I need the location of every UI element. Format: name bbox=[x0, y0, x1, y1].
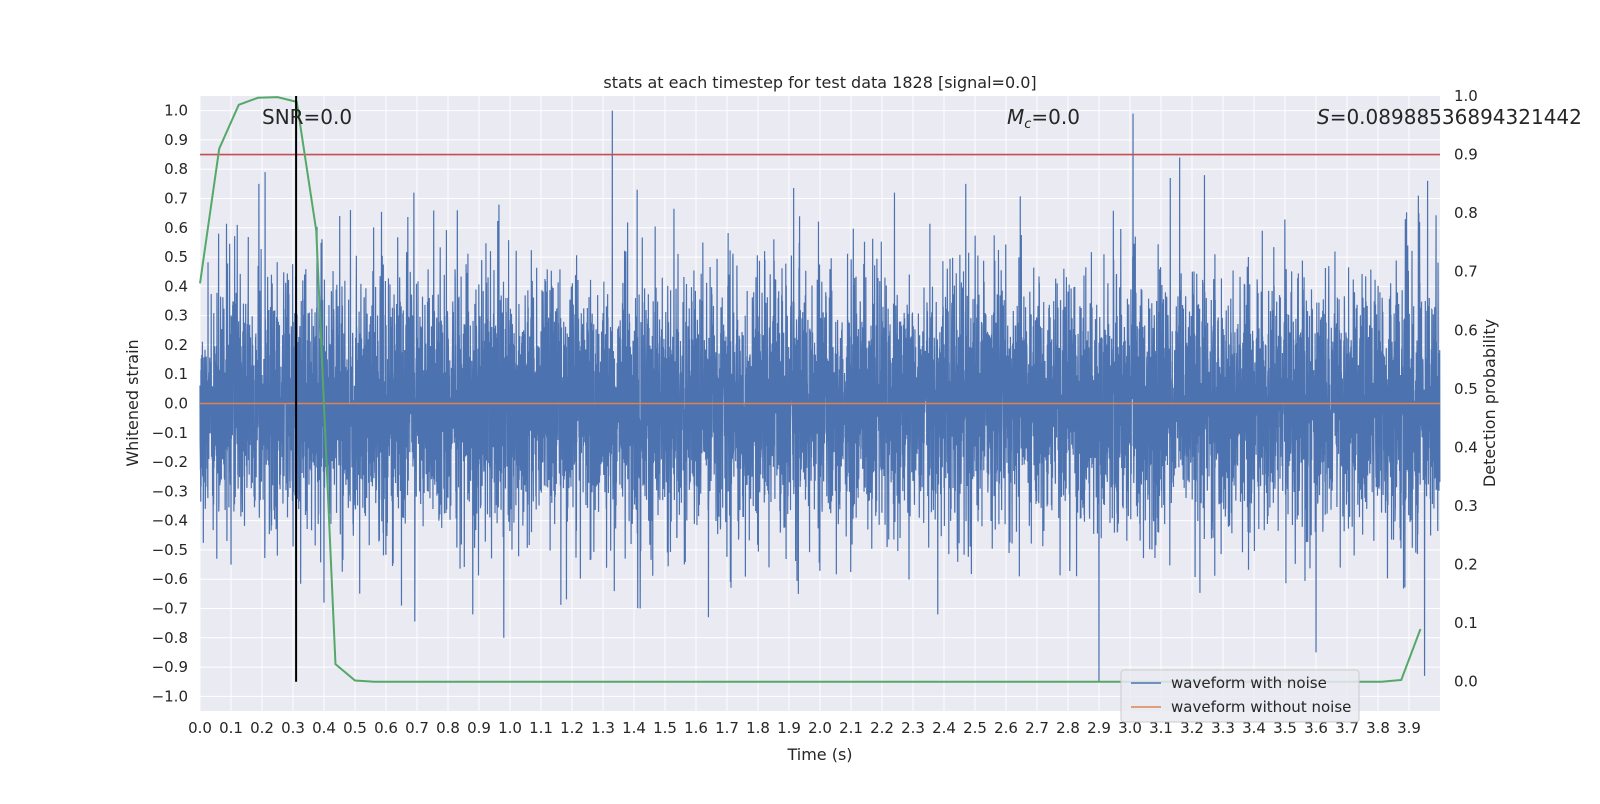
x-tick-label: 0.5 bbox=[343, 719, 367, 737]
x-tick-label: 3.7 bbox=[1335, 719, 1359, 737]
y-tick-label-left: 0.1 bbox=[164, 365, 188, 383]
y-tick-label-right: 1.0 bbox=[1454, 87, 1478, 105]
x-tick-label: 1.1 bbox=[529, 719, 553, 737]
y-tick-label-left: 0.0 bbox=[164, 395, 188, 413]
mc-value: =0.0 bbox=[1031, 105, 1080, 129]
snr-annotation: SNR=0.0 bbox=[262, 105, 352, 129]
y-tick-label-left: 0.2 bbox=[164, 336, 188, 354]
x-tick-labels: 0.0 0.1 0.2 0.3 0.4 0.5 0.6 0.7 0.8 0.9 1.0 1.1 1.2 1… bbox=[188, 719, 1421, 737]
y-tick-label-left: −0.9 bbox=[152, 658, 188, 676]
y-axis-label-left: Whitened strain bbox=[123, 339, 142, 466]
x-tick-label: 2.0 bbox=[808, 719, 832, 737]
x-axis-label: Time (s) bbox=[786, 745, 852, 764]
y-tick-label-left: 0.6 bbox=[164, 219, 188, 237]
y-tick-label-right: 0.0 bbox=[1454, 673, 1478, 691]
x-tick-label: 3.0 bbox=[1118, 719, 1142, 737]
series-detection-probability bbox=[199, 96, 1422, 683]
y-tick-label-left: −0.3 bbox=[152, 482, 188, 500]
x-tick-label: 1.3 bbox=[591, 719, 615, 737]
x-tick-label: 2.6 bbox=[994, 719, 1018, 737]
y-tick-label-right: 0.8 bbox=[1454, 204, 1478, 222]
y-tick-label-left: 0.3 bbox=[164, 307, 188, 325]
x-tick-label: 3.8 bbox=[1366, 719, 1390, 737]
y-tick-labels-right: 1.0 0.9 0.8 0.7 0.6 0.5 0.4 0.3 0.2 0.1 0.0 bbox=[1454, 87, 1478, 691]
y-tick-label-left: 1.0 bbox=[164, 102, 188, 120]
y-tick-label-left: 0.8 bbox=[164, 160, 188, 178]
x-tick-label: 1.6 bbox=[684, 719, 708, 737]
y-tick-label-left: −0.5 bbox=[152, 541, 188, 559]
y-tick-label-left: −1.0 bbox=[152, 687, 188, 705]
x-tick-label: 1.5 bbox=[653, 719, 677, 737]
x-tick-label: 2.7 bbox=[1025, 719, 1049, 737]
y-tick-label-right: 0.7 bbox=[1454, 263, 1478, 281]
x-tick-label: 1.2 bbox=[560, 719, 584, 737]
x-tick-label: 0.2 bbox=[250, 719, 274, 737]
x-tick-label: 0.3 bbox=[281, 719, 305, 737]
mc-subscript: c bbox=[1024, 117, 1031, 132]
y-tick-label-right: 0.5 bbox=[1454, 380, 1478, 398]
y-tick-label-right: 0.9 bbox=[1454, 146, 1478, 164]
legend-box bbox=[1120, 669, 1360, 723]
s-symbol: S bbox=[1317, 105, 1330, 129]
y-tick-label-right: 0.4 bbox=[1454, 438, 1478, 456]
s-value: =0.0898853689432144​2 bbox=[1330, 105, 1582, 129]
legend-label-clean: waveform without noise bbox=[1171, 698, 1351, 716]
x-tick-label: 0.1 bbox=[219, 719, 243, 737]
x-tick-label: 0.4 bbox=[312, 719, 336, 737]
x-tick-label: 2.4 bbox=[932, 719, 956, 737]
x-tick-label: 2.3 bbox=[901, 719, 925, 737]
x-tick-label: 0.9 bbox=[467, 719, 491, 737]
x-tick-label: 1.0 bbox=[498, 719, 522, 737]
x-tick-label: 2.1 bbox=[839, 719, 863, 737]
x-tick-label: 1.8 bbox=[746, 719, 770, 737]
y-tick-label-left: 0.9 bbox=[164, 131, 188, 149]
s-annotation: S=0.0898853689432144​2 bbox=[1317, 105, 1582, 129]
x-tick-label: 3.4 bbox=[1242, 719, 1266, 737]
y-tick-label-left: −0.4 bbox=[152, 512, 188, 530]
chart-title: stats at each timestep for test data 182… bbox=[603, 73, 1036, 92]
y-tick-label-left: 0.4 bbox=[164, 277, 188, 295]
x-tick-label: 3.1 bbox=[1149, 719, 1173, 737]
y-axis-label-right: Detection probability bbox=[1480, 319, 1499, 487]
data-layer bbox=[199, 96, 1441, 683]
y-tick-label-left: 0.7 bbox=[164, 190, 188, 208]
y-tick-label-left: −0.2 bbox=[152, 453, 188, 471]
mc-annotation: Mc=0.0 bbox=[1007, 105, 1080, 132]
x-tick-label: 0.6 bbox=[374, 719, 398, 737]
x-tick-label: 3.3 bbox=[1211, 719, 1235, 737]
y-tick-label-right: 0.2 bbox=[1454, 556, 1478, 574]
x-tick-label: 3.2 bbox=[1180, 719, 1204, 737]
y-tick-label-right: 0.3 bbox=[1454, 497, 1478, 515]
x-tick-label: 3.5 bbox=[1273, 719, 1297, 737]
y-tick-label-right: 0.1 bbox=[1454, 614, 1478, 632]
y-tick-label-left: −0.1 bbox=[152, 424, 188, 442]
y-tick-label-left: −0.8 bbox=[152, 629, 188, 647]
x-tick-label: 1.7 bbox=[715, 719, 739, 737]
x-tick-label: 3.9 bbox=[1397, 719, 1421, 737]
y-tick-label-left: −0.7 bbox=[152, 600, 188, 618]
legend-label-noise: waveform with noise bbox=[1171, 674, 1327, 692]
series-waveform-with-noise bbox=[199, 110, 1441, 682]
x-tick-label: 2.8 bbox=[1056, 719, 1080, 737]
y-tick-label-left: −0.6 bbox=[152, 570, 188, 588]
x-tick-label: 0.0 bbox=[188, 719, 212, 737]
x-tick-label: 3.6 bbox=[1304, 719, 1328, 737]
x-tick-label: 1.9 bbox=[777, 719, 801, 737]
y-tick-label-right: 0.6 bbox=[1454, 321, 1478, 339]
x-tick-label: 2.5 bbox=[963, 719, 987, 737]
x-tick-label: 0.7 bbox=[405, 719, 429, 737]
legend: waveform with noise waveform without noi… bbox=[1120, 669, 1360, 723]
mc-symbol: M bbox=[1007, 105, 1024, 129]
x-tick-label: 1.4 bbox=[622, 719, 646, 737]
x-tick-label: 2.9 bbox=[1087, 719, 1111, 737]
y-tick-label-left: 0.5 bbox=[164, 248, 188, 266]
x-tick-label: 2.2 bbox=[870, 719, 894, 737]
x-tick-label: 0.8 bbox=[436, 719, 460, 737]
y-tick-labels-left: 1.0 0.9 0.8 0.7 0.6 0.5 0.4 0.3 0.2 0.1 0.0 −0.1 −0.… bbox=[152, 102, 188, 706]
